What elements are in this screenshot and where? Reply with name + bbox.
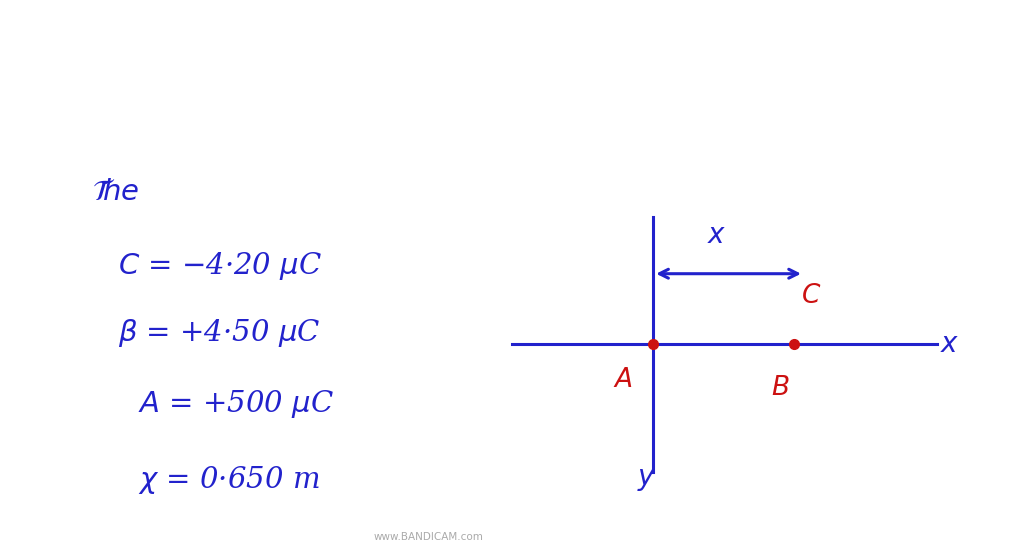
- Text: $A$ = +500 $\mu$C: $A$ = +500 $\mu$C: [138, 388, 334, 420]
- Text: www.BANDICAM.com: www.BANDICAM.com: [373, 532, 483, 542]
- Text: $x$: $x$: [708, 222, 726, 249]
- Text: $\beta$ = +4·50 $\mu$C: $\beta$ = +4·50 $\mu$C: [118, 317, 321, 350]
- Text: $\mathcal{T}\!he$: $\mathcal{T}\!he$: [92, 178, 139, 207]
- Text: $x$: $x$: [940, 331, 959, 358]
- Text: $C$ = $-$4·20 $\mu$C: $C$ = $-$4·20 $\mu$C: [118, 249, 322, 282]
- Text: $\chi$ = 0·650 m: $\chi$ = 0·650 m: [138, 463, 319, 496]
- Text: $A$: $A$: [612, 367, 633, 392]
- Text: $B$: $B$: [771, 375, 790, 400]
- Text: $C$: $C$: [801, 283, 821, 308]
- Text: $y$: $y$: [638, 466, 656, 493]
